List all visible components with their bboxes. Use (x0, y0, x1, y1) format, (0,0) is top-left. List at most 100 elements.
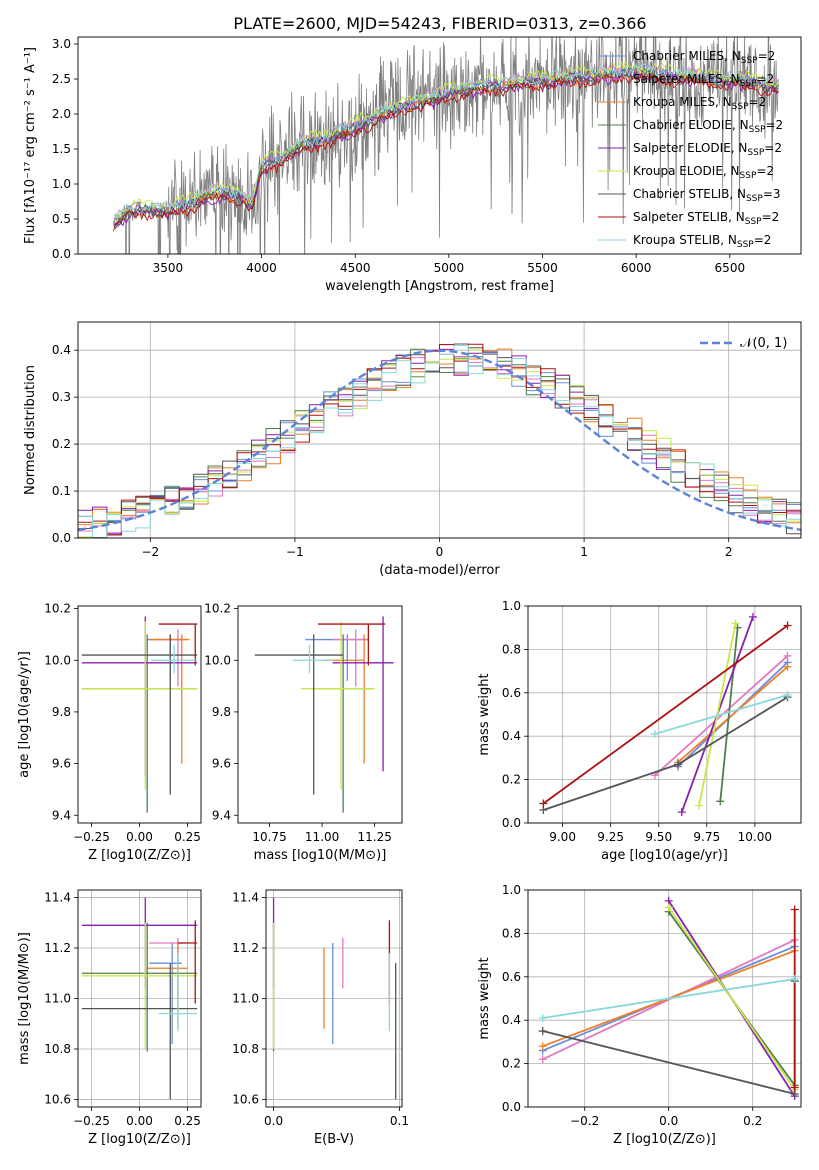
y-tick-label: 0.0 (52, 531, 71, 545)
y-tick-label: 11.4 (232, 891, 259, 905)
y-tick-label: 10.0 (204, 653, 231, 667)
x-tick-label: 9.75 (693, 830, 720, 844)
y-tick-label: 9.8 (212, 705, 231, 719)
y-tick-label: 9.6 (212, 757, 231, 771)
x-tick-label: 4000 (246, 261, 277, 275)
legend-label: Kroupa ELODIE, NSSP=2 (633, 164, 774, 181)
error-cross (158, 953, 198, 1032)
x-tick-label: 10.00 (738, 830, 772, 844)
legend-label: Kroupa MILES, NSSP=2 (633, 95, 766, 112)
y-tick-label: 11.2 (232, 941, 259, 955)
weight-marker (538, 1042, 547, 1051)
y-axis-label: Flux [fλ10⁻¹⁷ erg cm⁻² s⁻¹ A⁻¹] (23, 47, 38, 244)
x-tick-label: −0.25 (73, 1114, 110, 1128)
residual-histogram-line (78, 345, 801, 538)
data-spectrum (113, 37, 779, 254)
x-tick-label: 11.00 (305, 830, 339, 844)
y-axis-label: age [log10(age/yr)] (17, 651, 32, 778)
axes-frame (265, 889, 403, 1108)
x-axis-label: Z [log10(Z/Z⊙)] (88, 848, 191, 863)
weight-line (719, 627, 739, 802)
weight-marker (539, 799, 548, 808)
x-tick-label: 4500 (340, 261, 371, 275)
weight-marker (673, 760, 682, 769)
weight-marker (650, 730, 659, 739)
legend-label: Chabrier ELODIE, NSSP=2 (633, 118, 783, 135)
axes-frame (527, 889, 802, 1108)
x-axis-label: Z [log10(Z/Z⊙)] (88, 1132, 191, 1147)
x-tick-label: −0.2 (570, 1114, 599, 1128)
axes-frame (527, 605, 802, 824)
y-tick-label: 9.4 (212, 808, 231, 822)
y-tick-label: 1.0 (502, 599, 521, 613)
weight-line (542, 939, 796, 1061)
legend-label: Chabrier MILES, NSSP=2 (633, 49, 775, 66)
y-tick-label: 0.4 (502, 729, 521, 743)
y-tick-label: 1.0 (52, 177, 71, 191)
y-tick-label: 10.6 (232, 1092, 259, 1106)
x-tick-label: −0.25 (73, 830, 110, 844)
error-cross (149, 942, 182, 1044)
x-tick-label: 0.0 (659, 1114, 678, 1128)
legend-label: Kroupa STELIB, NSSP=2 (633, 233, 771, 250)
weight-marker (538, 1014, 547, 1023)
weight-marker (716, 797, 725, 806)
weight-marker (783, 690, 792, 699)
figure-title: PLATE=2600, MJD=54243, FIBERID=0313, z=0… (233, 14, 646, 33)
x-tick-label: 0 (436, 545, 444, 559)
y-tick-label: 11.2 (44, 941, 71, 955)
mass_vs_ebv-panel: 0.0 0.1 10.6 10.8 11.0 11.2 11.4 E(B-V) (232, 889, 409, 1147)
legend-label: Salpeter MILES, NSSP=2 (633, 72, 774, 89)
legend-label: Chabrier STELIB, NSSP=3 (633, 187, 781, 204)
error-cross (149, 634, 190, 764)
weight-line (542, 978, 795, 1019)
age_vs_Z-panel: −0.25 0.00 0.25 9.4 9.6 9.8 10.0 10.2 Z [log10(Z… (17, 602, 202, 863)
axes-frame (77, 889, 202, 1108)
y-tick-label: 0.3 (52, 390, 71, 404)
x-tick-label: 0.1 (390, 1114, 409, 1128)
y-tick-label: 0.8 (502, 926, 521, 940)
y-tick-label: 0.2 (52, 437, 71, 451)
x-tick-label: 9.00 (549, 830, 576, 844)
error-cross (177, 920, 198, 1004)
x-tick-label: 0.00 (126, 830, 153, 844)
error-cross (332, 616, 394, 772)
y-tick-label: 0.0 (502, 1100, 521, 1114)
y-axis-label: Normed distribution (23, 365, 38, 495)
y-tick-label: 9.6 (52, 757, 71, 771)
error-cross (151, 644, 198, 674)
y-tick-label: 0.0 (52, 247, 71, 261)
legend-label: 𝒩(0, 1) (740, 336, 787, 351)
error-cross (81, 634, 198, 813)
x-axis-label: E(B-V) (314, 1132, 354, 1147)
weight-line (654, 655, 789, 776)
y-tick-label: 0.2 (502, 1057, 521, 1071)
y-tick-label: 9.8 (52, 705, 71, 719)
x-tick-label: 9.25 (597, 830, 624, 844)
y-tick-label: 0.2 (502, 773, 521, 787)
weight-marker (538, 1027, 547, 1036)
y-tick-label: 10.8 (232, 1042, 259, 1056)
mass_vs_Z-panel: −0.25 0.00 0.25 10.6 10.8 11.0 11.2 11.4 Z [log1… (17, 889, 202, 1147)
x-tick-label: −1 (286, 545, 304, 559)
weight-marker (783, 621, 792, 630)
error-cross (311, 634, 373, 813)
y-axis-label: mass [log10(M/M⊙)] (17, 932, 32, 1065)
y-tick-label: 0.4 (502, 1013, 521, 1027)
model-spectrum-line (113, 63, 779, 220)
x-axis-label: age [log10(age/yr)] (601, 848, 728, 863)
x-tick-label: −2 (141, 545, 159, 559)
weight-line (542, 624, 789, 805)
model-spectrum-line (113, 60, 779, 222)
age_vs_mass-panel: 10.75 11.00 11.25 9.4 9.6 9.8 10.0 10.2 mass [lo… (204, 602, 403, 863)
x-axis-label: Z [log10(Z/Z⊙)] (613, 1132, 716, 1147)
weight-line (654, 694, 788, 735)
y-tick-label: 11.4 (44, 891, 71, 905)
model-spectrum-line (113, 65, 779, 223)
x-tick-label: 0.00 (126, 1114, 153, 1128)
y-tick-label: 10.6 (44, 1092, 71, 1106)
y-tick-label: 1.5 (52, 142, 71, 156)
weight-line (698, 623, 737, 806)
x-axis-label: wavelength [Angstrom, rest frame] (325, 279, 554, 294)
